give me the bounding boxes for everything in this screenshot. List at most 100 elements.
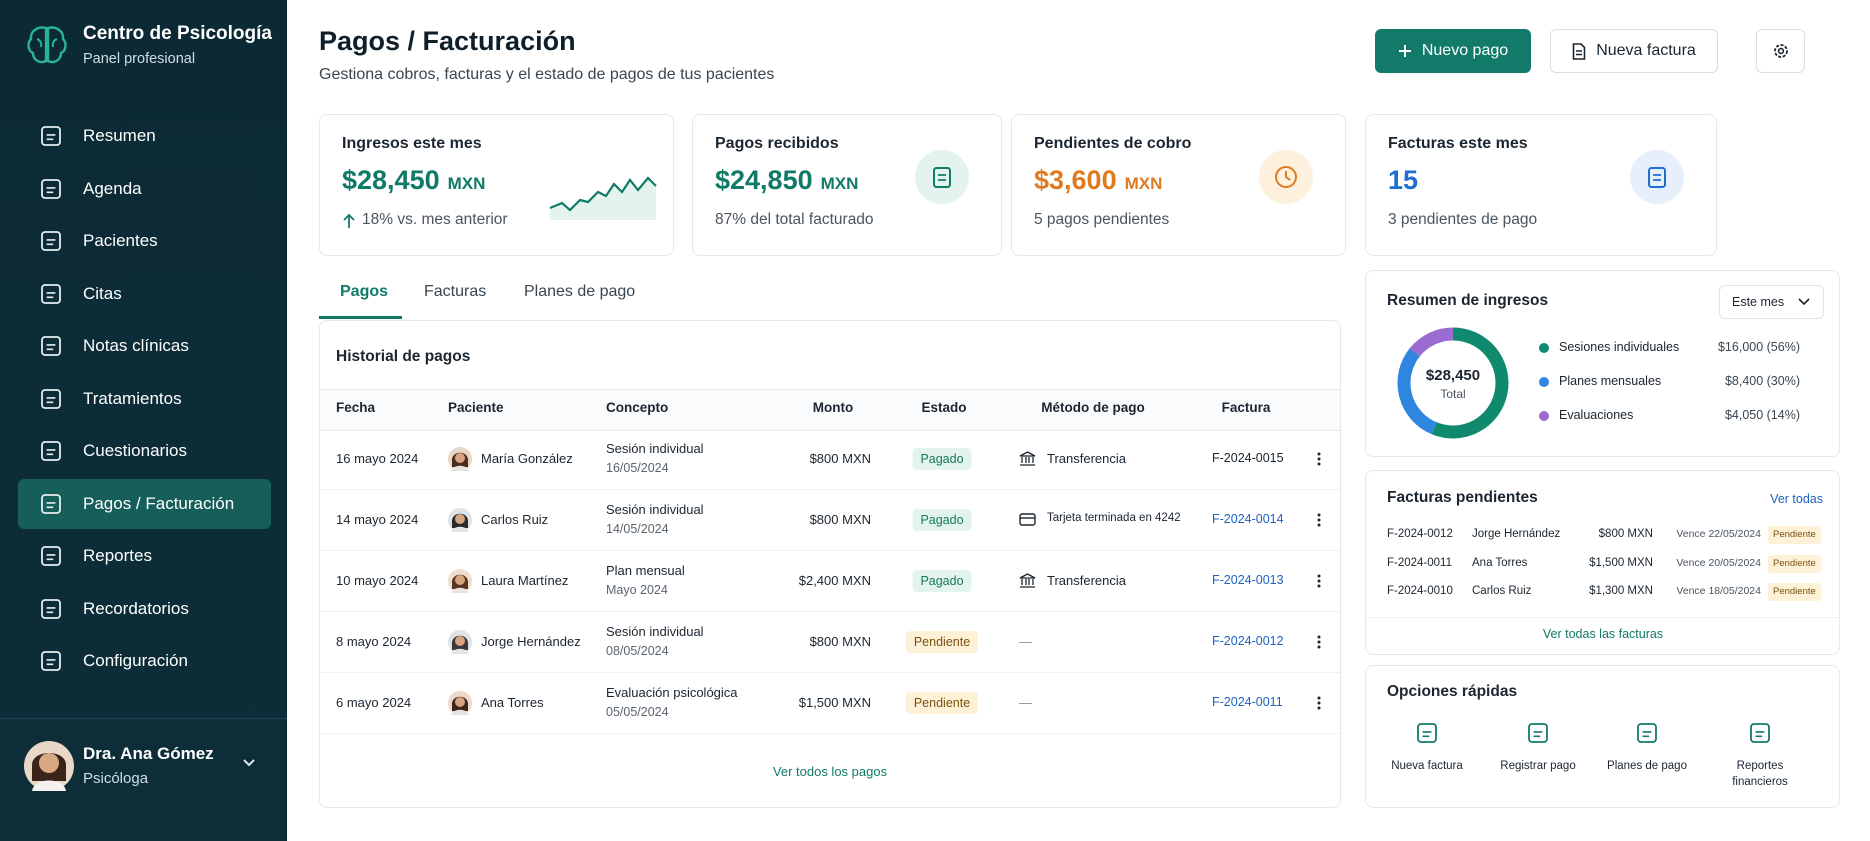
nav-item[interactable]: Resumen (18, 111, 271, 161)
nav-item[interactable]: Notas clínicas (18, 321, 271, 371)
icon-shape (1422, 731, 1432, 738)
nav-item[interactable]: Agenda (18, 164, 271, 214)
icon-shape (1653, 174, 1661, 181)
card-link[interactable]: Ver todas (1770, 492, 1823, 506)
icon (1637, 723, 1657, 743)
icon-shape (1637, 723, 1657, 743)
nav-item[interactable]: Configuración (18, 636, 271, 686)
donut-segment (1397, 348, 1438, 435)
invoice-due: Vence 20/05/2024 (1676, 556, 1761, 569)
invoice-id: F-2024-0012 (1387, 528, 1453, 540)
icon-shape (1019, 513, 1036, 526)
tab-underline (319, 316, 402, 319)
cell-invoice[interactable]: F-2024-0012 (1212, 634, 1284, 648)
nav-label: Pacientes (83, 231, 158, 250)
dot (1317, 452, 1321, 456)
stat-title: Facturas este mes (1388, 135, 1528, 152)
patient-avatar (448, 630, 472, 654)
doc-icon (1572, 42, 1586, 60)
quick-option[interactable]: Nueva factura (1377, 716, 1477, 802)
settings-button[interactable] (1756, 29, 1805, 73)
quick-option-label: Planes de pago (1607, 760, 1687, 772)
stat-amount: 15 (1388, 165, 1419, 195)
stat-note: 87% del total facturado (715, 211, 874, 228)
invoice-patient: Ana Torres (1472, 556, 1528, 569)
card-footer-link[interactable]: Ver todas las facturas (1542, 627, 1664, 641)
cell-invoice[interactable]: F-2024-0011 (1212, 695, 1283, 709)
icon-shape (41, 598, 61, 619)
row-separator (320, 550, 1340, 551)
cell-invoice[interactable]: F-2024-0013 (1212, 573, 1284, 587)
icon-shape (41, 441, 61, 461)
stat-unit: MXN (820, 174, 859, 193)
nav-label: Notas clínicas (83, 336, 189, 355)
pending-invoices-card: Facturas pendientes Ver todas F-2024-0012 J… (1365, 470, 1840, 655)
nav-item[interactable]: Tratamientos (18, 374, 271, 424)
icon-shape (46, 239, 56, 246)
card-title: Resumen de ingresos (1387, 292, 1549, 309)
tab[interactable]: Planes de pago (524, 283, 636, 300)
stat-amount: $3,600 (1034, 165, 1117, 195)
avatar-body (451, 465, 469, 471)
sparkline-line (549, 176, 657, 212)
legend-label: Planes mensuales (1559, 374, 1662, 388)
nav-item[interactable]: Recordatorios (18, 584, 271, 634)
quick-option[interactable]: Registrar pago (1488, 716, 1588, 802)
stat-title: Ingresos este mes (342, 135, 482, 152)
cell-method: Tarjeta terminada en 4242 (1047, 512, 1181, 524)
nav-item[interactable]: Pacientes (18, 216, 271, 266)
stat-card: Facturas este mes 15 3 pendientes de pago (1365, 114, 1717, 256)
dot (1317, 574, 1321, 578)
cell-amount: $800 MXN (809, 451, 871, 466)
nav-item[interactable]: Citas (18, 269, 271, 319)
column-header: Método de pago (1041, 400, 1145, 415)
cell-date: 16 mayo 2024 (336, 451, 419, 466)
patient-avatar (448, 447, 472, 471)
tab[interactable]: Facturas (424, 283, 487, 300)
nav-item[interactable]: Pagos / Facturación (18, 478, 271, 529)
period-dropdown[interactable]: Este mes (1719, 285, 1824, 319)
stat-card: Pagos recibidos $24,850 MXN 87% del total f… (692, 114, 1002, 256)
quick-option[interactable]: Reportes financieros (1710, 716, 1810, 802)
dot (1317, 462, 1321, 466)
avatar-body (451, 648, 469, 654)
cell-method: Transferencia (1047, 451, 1126, 466)
method-icon (1019, 573, 1036, 588)
stat-value: 15 (1388, 165, 1418, 196)
icon-shape (41, 126, 61, 146)
stat-value: $24,850 MXN (715, 165, 858, 196)
cell-invoice[interactable]: F-2024-0014 (1212, 512, 1284, 526)
cell-date: 10 mayo 2024 (336, 573, 419, 588)
cell-invoice[interactable]: F-2024-0015 (1212, 451, 1284, 465)
row-separator (320, 489, 1340, 490)
icon-shape (46, 291, 56, 298)
status-badge: Pendiente (905, 692, 979, 714)
table-footer-link[interactable]: Ver todos los pagos (772, 764, 888, 779)
payments-card: Historial de pagos Fecha Paciente Concepto M… (319, 320, 1341, 808)
icon-shape (46, 396, 56, 403)
nav-item[interactable]: Cuestionarios (18, 426, 271, 476)
new-invoice-button[interactable]: Nueva factura (1550, 29, 1718, 73)
new-payment-button[interactable]: Nuevo pago (1375, 29, 1531, 73)
legend-dot (1539, 377, 1549, 387)
icon-shape (41, 178, 61, 199)
nav-item[interactable]: Reportes (18, 531, 271, 581)
row-separator (320, 733, 1340, 734)
icon-shape (46, 554, 56, 561)
quick-option[interactable]: Planes de pago (1597, 716, 1697, 802)
user-menu-chevron[interactable] (242, 758, 256, 768)
cell-concept: Sesión individual (606, 624, 704, 639)
cell-concept: Sesión individual (606, 502, 704, 517)
page-title: Pagos / Facturación (319, 26, 576, 56)
icon-shape (1533, 731, 1543, 738)
icon (41, 283, 61, 304)
dot (1539, 411, 1549, 421)
column-header: Estado (921, 400, 967, 415)
donut-segment (1409, 327, 1454, 357)
icon (1750, 723, 1770, 743)
patient-avatar (448, 569, 472, 593)
nav-label: Reportes (83, 546, 152, 565)
card-title: Opciones rápidas (1387, 683, 1518, 700)
tab[interactable]: Pagos (340, 283, 389, 300)
column-header: Paciente (448, 400, 504, 415)
